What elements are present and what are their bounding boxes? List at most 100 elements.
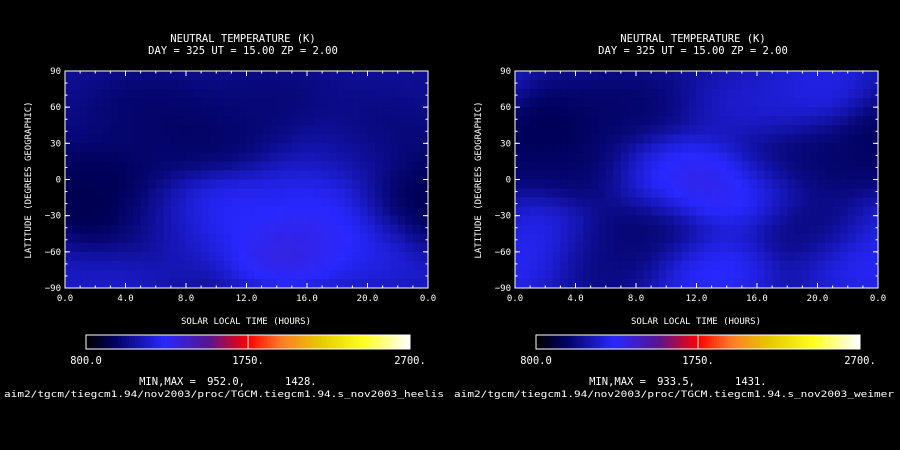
heatmap-cell	[375, 71, 384, 81]
heatmap-cell	[72, 71, 81, 81]
heatmap-cell	[80, 170, 89, 181]
heatmap-cell	[673, 260, 682, 271]
heatmap-cell	[102, 233, 111, 244]
heatmap-cell	[382, 80, 391, 90]
heatmap-cell	[704, 170, 713, 181]
heatmap-cell	[382, 224, 391, 235]
heatmap-cell	[719, 89, 728, 99]
heatmap-cell	[787, 197, 796, 208]
heatmap-cell	[390, 197, 399, 208]
heatmap-cell	[862, 269, 872, 280]
heatmap-cell	[666, 251, 675, 262]
heatmap-cell	[870, 215, 879, 226]
heatmap-cell	[125, 89, 134, 99]
heatmap-cell	[862, 242, 872, 253]
heatmap-cell	[178, 206, 187, 217]
heatmap-cell	[307, 89, 316, 99]
heatmap-cell	[231, 125, 240, 135]
heatmap-cell	[208, 188, 217, 199]
heatmap-cell	[329, 98, 338, 108]
heatmap-cell	[155, 206, 164, 217]
heatmap-cell	[688, 260, 698, 271]
heatmap-cell	[155, 233, 164, 244]
heatmap-cell	[208, 116, 217, 126]
heatmap-cell	[322, 71, 331, 81]
heatmap-cell	[696, 98, 705, 108]
heatmap-cell	[825, 197, 834, 208]
heatmap-cell	[284, 242, 293, 253]
heatmap-cell	[681, 197, 690, 208]
heatmap-cell	[636, 89, 645, 99]
heatmap-cell	[688, 143, 698, 153]
heatmap-cell	[95, 197, 104, 208]
colorbar-cell	[541, 335, 545, 349]
colorbar-cell	[204, 335, 208, 349]
heatmap-cell	[537, 143, 546, 153]
heatmap-cell	[605, 170, 614, 181]
heatmap-cell	[802, 161, 811, 172]
heatmap-cell	[658, 179, 667, 190]
heatmap-cell	[779, 125, 788, 135]
heatmap-cell	[515, 116, 524, 126]
heatmap-cell	[201, 89, 210, 99]
heatmap-cell	[276, 224, 285, 235]
heatmap-cell	[741, 242, 751, 253]
colorbar-cell	[784, 335, 788, 349]
heatmap-cell	[344, 80, 353, 90]
heatmap-cell	[193, 170, 202, 181]
heatmap-cell	[598, 269, 607, 280]
y-tick-label: 90	[50, 67, 61, 77]
heatmap-cell	[855, 89, 864, 99]
heatmap-cell	[133, 179, 142, 190]
heatmap-cell	[764, 197, 773, 208]
heatmap-cell	[583, 179, 592, 190]
heatmap-cell	[269, 197, 278, 208]
heatmap-cell	[757, 260, 766, 271]
heatmap-cell	[322, 206, 331, 217]
heatmap-cell	[72, 206, 81, 217]
heatmap-cell	[344, 278, 353, 289]
heatmap-cell	[870, 188, 879, 199]
heatmap-cell	[155, 188, 164, 199]
heatmap-cell	[522, 71, 531, 81]
heatmap-cell	[696, 197, 705, 208]
heatmap-cell	[238, 188, 248, 199]
heatmap-cell	[80, 143, 89, 153]
colorbar-cell	[579, 335, 583, 349]
heatmap-cell	[840, 98, 849, 108]
heatmap-cell	[178, 161, 187, 172]
heatmap-cell	[545, 233, 554, 244]
chart-subtitle: DAY = 325 UT = 15.00 ZP = 2.00	[148, 45, 338, 57]
heatmap-cell	[575, 224, 584, 235]
heatmap-cell	[375, 188, 384, 199]
left-temperature-chart: 0.0 4.0 8.0 12.0 16.0 20.0 0.09060300−30−60−90…	[4, 33, 444, 400]
heatmap-cell	[847, 89, 856, 99]
heatmap-cell	[764, 116, 773, 126]
heatmap-cell	[216, 98, 225, 108]
heatmap-cell	[352, 107, 361, 117]
heatmap-cell	[216, 224, 225, 235]
heatmap-cell	[133, 98, 142, 108]
heatmap-cell	[734, 80, 743, 90]
heatmap-cell	[658, 134, 667, 144]
heatmap-cell	[688, 125, 698, 135]
heatmap-cell	[862, 125, 872, 135]
colorbar-cell	[291, 335, 295, 349]
heatmap-cell	[291, 125, 301, 135]
heatmap-cell	[719, 143, 728, 153]
heatmap-cell	[125, 179, 134, 190]
colorbar-cell	[337, 335, 341, 349]
heatmap-cell	[359, 179, 369, 190]
heatmap-cell	[802, 116, 811, 126]
heatmap-cell	[231, 170, 240, 181]
heatmap-cell	[666, 179, 675, 190]
heatmap-cell	[231, 134, 240, 144]
heatmap-cell	[537, 80, 546, 90]
heatmap-cell	[620, 269, 630, 280]
heatmap-cell	[832, 242, 841, 253]
heatmap-cell	[238, 161, 248, 172]
heatmap-cell	[405, 170, 414, 181]
heatmap-cell	[254, 134, 263, 144]
heatmap-cell	[620, 98, 630, 108]
heatmap-cell	[148, 233, 157, 244]
